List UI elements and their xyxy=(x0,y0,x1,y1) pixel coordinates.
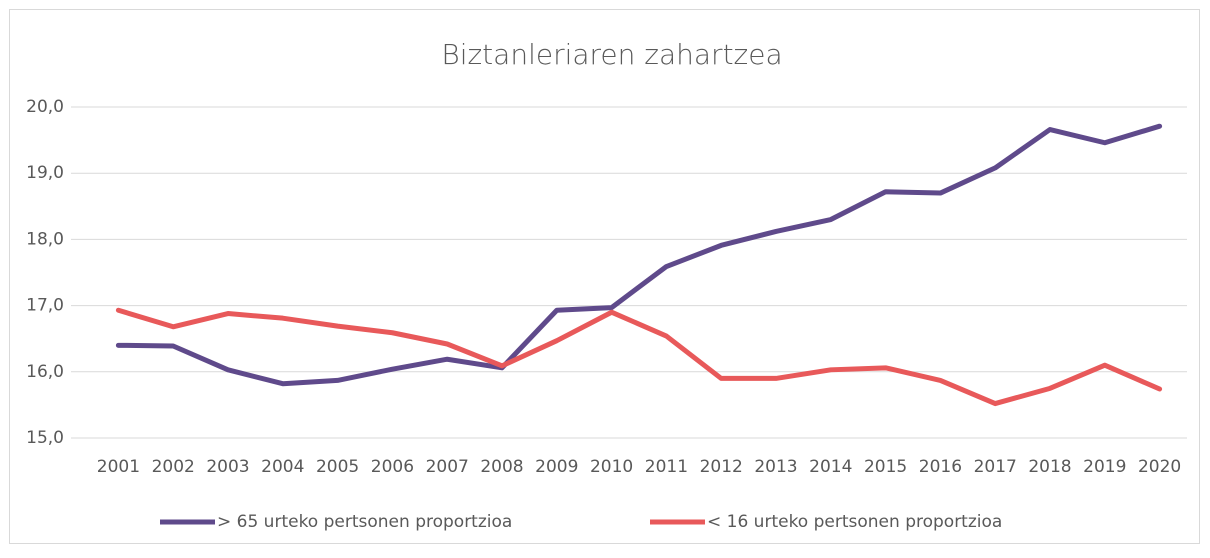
y-tick-label: 17,0 xyxy=(26,296,64,316)
chart-title: Biztanleriaren zahartzea xyxy=(441,38,782,71)
legend-label: < 16 urteko pertsonen proportzioa xyxy=(707,512,1002,532)
x-tick-label: 2015 xyxy=(864,457,907,477)
x-tick-label: 2004 xyxy=(261,457,304,477)
y-tick-label: 15,0 xyxy=(26,428,64,448)
x-tick-label: 2013 xyxy=(754,457,797,477)
x-tick-label: 2009 xyxy=(535,457,578,477)
x-tick-label: 2007 xyxy=(426,457,469,477)
x-tick-label: 2008 xyxy=(480,457,523,477)
y-tick-label: 19,0 xyxy=(26,163,64,183)
x-tick-label: 2003 xyxy=(206,457,249,477)
y-tick-label: 20,0 xyxy=(26,97,64,117)
line-series xyxy=(115,123,1163,387)
x-tick-label: 2017 xyxy=(974,457,1017,477)
x-tick-label: 2011 xyxy=(645,457,688,477)
x-tick-label: 2020 xyxy=(1138,457,1181,477)
x-tick-label: 2002 xyxy=(152,457,195,477)
y-tick-label: 16,0 xyxy=(26,362,64,382)
x-tick-label: 2001 xyxy=(97,457,140,477)
x-tick-label: 2014 xyxy=(809,457,852,477)
x-tick-label: 2006 xyxy=(371,457,414,477)
x-tick-label: 2018 xyxy=(1028,457,1071,477)
x-tick-label: 2019 xyxy=(1083,457,1126,477)
y-tick-label: 18,0 xyxy=(26,229,64,249)
x-tick-label: 2010 xyxy=(590,457,633,477)
line-series xyxy=(115,307,1163,407)
legend-label: > 65 urteko pertsonen proportzioa xyxy=(217,512,512,532)
x-tick-label: 2012 xyxy=(700,457,743,477)
x-tick-label: 2016 xyxy=(919,457,962,477)
chart-frame xyxy=(9,9,1200,544)
x-tick-label: 2005 xyxy=(316,457,359,477)
